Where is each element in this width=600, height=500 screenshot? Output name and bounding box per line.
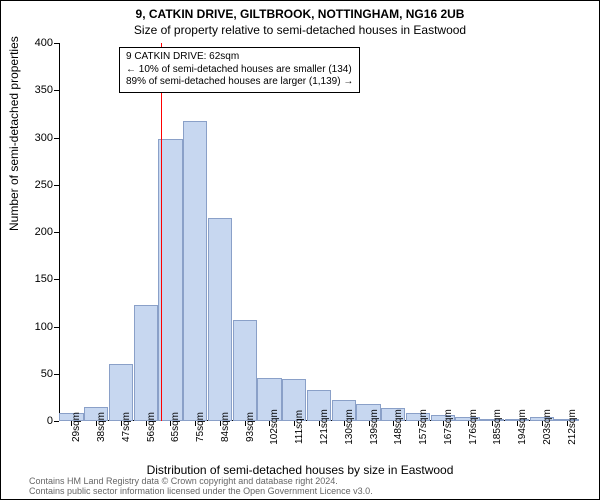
x-tick-label: 47sqm	[121, 412, 132, 442]
y-tick-mark	[54, 43, 59, 44]
y-tick-mark	[54, 232, 59, 233]
y-tick-mark	[54, 90, 59, 91]
histogram-bar	[233, 320, 257, 421]
x-tick-label: 56sqm	[146, 412, 157, 442]
x-tick-label: 111sqm	[294, 410, 305, 444]
histogram-bar	[134, 305, 158, 421]
y-tick-label: 50	[13, 368, 53, 380]
y-tick-mark	[54, 421, 59, 422]
plot-area: 05010015020025030035040029sqm38sqm47sqm5…	[59, 43, 579, 421]
y-tick-label: 400	[13, 37, 53, 49]
x-tick-label: 75sqm	[195, 412, 206, 442]
reference-line	[161, 43, 162, 421]
annotation-line2: ← 10% of semi-detached houses are smalle…	[126, 64, 353, 77]
histogram-bar	[183, 121, 207, 422]
x-tick-label: 139sqm	[369, 409, 380, 445]
y-tick-mark	[54, 327, 59, 328]
x-tick-label: 194sqm	[517, 409, 528, 445]
x-tick-label: 157sqm	[418, 409, 429, 445]
x-tick-label: 84sqm	[220, 412, 231, 442]
x-tick-label: 38sqm	[96, 412, 107, 442]
histogram-bar	[208, 218, 232, 421]
x-tick-label: 102sqm	[269, 409, 280, 445]
x-tick-label: 29sqm	[71, 412, 82, 442]
x-tick-label: 203sqm	[542, 409, 553, 445]
chart-container: 9, CATKIN DRIVE, GILTBROOK, NOTTINGHAM, …	[0, 0, 600, 500]
annotation-box: 9 CATKIN DRIVE: 62sqm ← 10% of semi-deta…	[119, 47, 360, 93]
y-tick-label: 350	[13, 84, 53, 96]
chart-subtitle: Size of property relative to semi-detach…	[1, 23, 599, 37]
annotation-line1: 9 CATKIN DRIVE: 62sqm	[126, 51, 353, 64]
y-tick-label: 0	[13, 415, 53, 427]
y-tick-label: 250	[13, 179, 53, 191]
footnote-line2: Contains public sector information licen…	[29, 487, 599, 496]
x-tick-label: 93sqm	[245, 412, 256, 442]
y-tick-label: 200	[13, 226, 53, 238]
y-tick-mark	[54, 374, 59, 375]
x-tick-label: 185sqm	[492, 409, 503, 445]
chart-title: 9, CATKIN DRIVE, GILTBROOK, NOTTINGHAM, …	[1, 7, 599, 21]
x-tick-label: 121sqm	[319, 409, 330, 445]
x-tick-label: 65sqm	[170, 412, 181, 442]
y-tick-mark	[54, 279, 59, 280]
y-tick-mark	[54, 185, 59, 186]
y-tick-label: 100	[13, 321, 53, 333]
y-axis-line	[59, 43, 60, 421]
x-tick-label: 176sqm	[468, 409, 479, 445]
y-tick-label: 150	[13, 273, 53, 285]
x-tick-label: 148sqm	[393, 409, 404, 445]
x-axis-label: Distribution of semi-detached houses by …	[1, 463, 599, 477]
x-tick-label: 212sqm	[567, 409, 578, 445]
y-tick-mark	[54, 138, 59, 139]
x-tick-label: 130sqm	[344, 409, 355, 445]
annotation-line3: 89% of semi-detached houses are larger (…	[126, 76, 353, 89]
y-tick-label: 300	[13, 132, 53, 144]
x-tick-label: 167sqm	[443, 409, 454, 445]
histogram-bar	[158, 139, 182, 421]
footnote: Contains HM Land Registry data © Crown c…	[1, 477, 599, 496]
